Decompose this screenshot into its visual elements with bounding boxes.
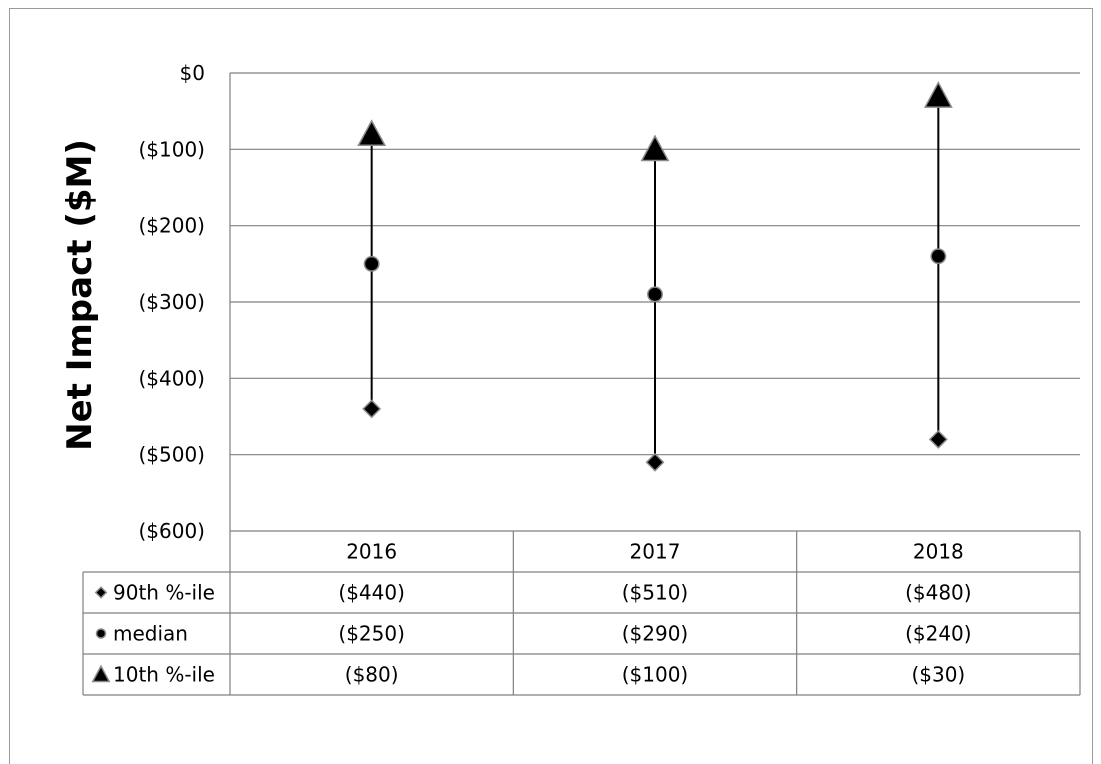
data-table-value: ($480) <box>905 581 972 605</box>
data-table-value: ($250) <box>338 622 405 646</box>
legend-series-name: 90th %-ile <box>113 581 215 605</box>
data-point-diamond <box>645 452 665 472</box>
series-layer <box>357 81 953 472</box>
y-tick-label: ($100) <box>138 137 205 161</box>
y-tick-label: ($200) <box>138 214 205 238</box>
x-category-label: 2018 <box>913 540 964 564</box>
y-tick-label: ($500) <box>138 443 205 467</box>
y-axis-label: Net Impact ($M) <box>60 139 100 451</box>
legend-marker <box>91 664 111 683</box>
data-point-circle <box>363 255 380 272</box>
data-table-value: ($440) <box>338 581 405 605</box>
legend-marker <box>95 628 107 639</box>
data-point-circle <box>647 286 663 303</box>
data-point-triangle <box>357 119 387 147</box>
data-table-value: ($80) <box>345 663 399 687</box>
data-table-value: ($510) <box>622 581 689 605</box>
data-table-value: ($30) <box>911 663 965 687</box>
data-point-triangle <box>923 81 953 108</box>
data-point-diamond <box>362 399 382 419</box>
y-tick-label: ($600) <box>138 519 205 543</box>
data-table-value: ($240) <box>905 622 972 646</box>
x-category-label: 2017 <box>630 540 681 564</box>
data-table: 2016 2017 2018 90th %-ile ($440) ($510) ($480)… <box>82 531 1081 696</box>
legend-series-name: median <box>113 622 188 646</box>
y-tick-labels: $0 ($100) ($200) ($300) ($400) ($500) ($600) <box>138 61 205 543</box>
data-table-value: ($290) <box>622 622 689 646</box>
y-tick-label: $0 <box>180 61 205 85</box>
data-point-triangle <box>640 134 670 162</box>
data-point-circle <box>930 248 947 265</box>
x-category-label: 2016 <box>346 540 397 564</box>
legend-series-name: 10th %-ile <box>113 663 215 687</box>
y-tick-label: ($400) <box>138 366 205 390</box>
chart-frame <box>9 8 1093 764</box>
data-point-diamond <box>928 429 948 449</box>
legend-marker <box>94 586 108 599</box>
y-tick-label: ($300) <box>138 290 205 314</box>
data-table-value: ($100) <box>622 663 689 687</box>
